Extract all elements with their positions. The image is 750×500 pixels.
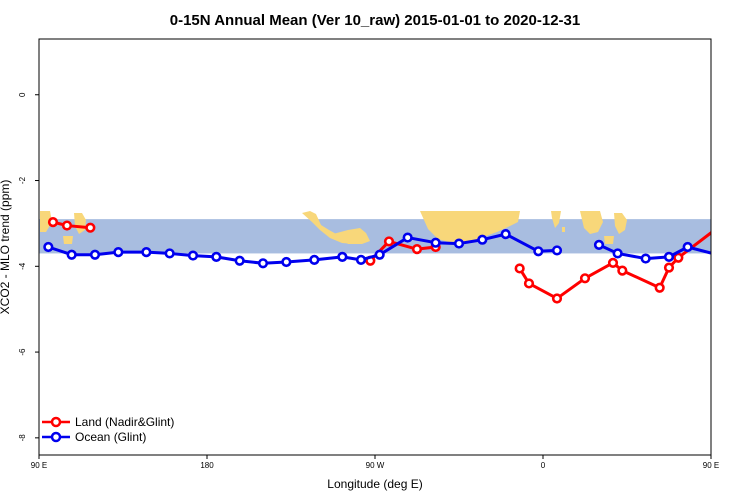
series-line-segment <box>47 232 558 265</box>
data-point <box>383 236 395 247</box>
x-axis: 90 E 180 90 W 0 90 E <box>31 455 719 470</box>
data-point <box>682 241 693 253</box>
legend-ocean-marker <box>50 431 62 443</box>
x-tick-label: 90 W <box>366 461 385 470</box>
land-shape-central-america <box>302 211 354 244</box>
data-point <box>617 265 628 276</box>
land-shape-africa <box>420 211 520 243</box>
continent-shapes <box>40 211 627 244</box>
data-point <box>721 218 729 226</box>
data-point <box>61 220 73 231</box>
data-point <box>430 237 441 248</box>
data-point <box>579 273 591 284</box>
series-line-segment <box>598 243 711 261</box>
chart-title: 0-15N Annual Mean (Ver 10_raw) 2015-01-0… <box>170 12 580 29</box>
data-point <box>234 255 245 266</box>
data-point <box>355 254 367 265</box>
land-shape-southeast-asia <box>580 211 603 234</box>
land-shape-sri-lanka <box>562 227 565 232</box>
data-point <box>453 238 465 249</box>
y-tick-label: -8 <box>18 434 27 442</box>
map-band <box>39 211 711 254</box>
data-point <box>187 250 199 261</box>
data-point <box>654 282 665 293</box>
data-point <box>551 245 563 256</box>
x-tick-label: 0 <box>541 461 546 470</box>
land-shape-south-america <box>333 228 370 244</box>
x-tick-label: 90 E <box>703 461 719 470</box>
data-point <box>607 257 619 268</box>
data-point <box>66 249 77 260</box>
data-point <box>710 252 711 257</box>
land-shape-india <box>551 211 561 228</box>
y-tick-label: 0 <box>18 92 27 97</box>
data-point <box>43 241 54 253</box>
land-shape-horn-of-africa <box>508 211 520 216</box>
data-point <box>337 251 348 262</box>
legend-ocean-label: Ocean (Glint) <box>75 430 146 444</box>
y-tick-label: -6 <box>18 348 27 356</box>
data-point <box>523 278 535 289</box>
data-point <box>281 256 292 268</box>
data-point <box>663 251 675 262</box>
y-tick-label: -2 <box>18 176 27 184</box>
y-axis-label: XCO2 - MLO trend (ppm) <box>0 180 12 315</box>
legend-land-marker <box>50 416 62 428</box>
land-shape-philippines-west <box>74 213 86 234</box>
x-axis-label: Longitude (deg E) <box>327 477 422 491</box>
land-shape-se-asia-west <box>40 211 52 232</box>
y-tick-label: -4 <box>18 262 27 270</box>
x-tick-label: 90 E <box>31 461 47 470</box>
data-point <box>211 251 222 262</box>
legend-land-label: Land (Nadir&Glint) <box>75 415 174 429</box>
data-point <box>309 254 320 265</box>
series-ocean <box>43 229 743 269</box>
data-point <box>164 248 175 259</box>
legend: Land (Nadir&Glint) Ocean (Glint) <box>42 415 174 444</box>
data-point <box>500 229 511 240</box>
series-layer <box>43 217 748 304</box>
data-point <box>673 252 684 263</box>
data-point <box>735 250 743 258</box>
data-point <box>551 293 563 304</box>
series-line-segment <box>518 230 711 300</box>
data-point <box>740 222 748 230</box>
data-point <box>47 217 59 228</box>
data-point <box>402 232 413 243</box>
data-point <box>612 248 623 259</box>
land-shape-philippines <box>614 213 627 234</box>
data-point <box>141 247 152 258</box>
data-point <box>257 258 269 269</box>
data-point <box>89 249 101 260</box>
x-tick-label: 180 <box>200 461 214 470</box>
data-point <box>477 234 488 245</box>
data-point <box>514 263 525 274</box>
y-axis: 0 -2 -4 -6 -8 <box>18 92 39 441</box>
land-shape-borneo <box>604 236 614 244</box>
data-point <box>113 247 124 258</box>
land-shape-borneo-west <box>63 236 73 244</box>
data-point <box>374 249 385 260</box>
data-point <box>593 239 605 250</box>
data-point <box>640 253 651 264</box>
data-point <box>533 246 544 257</box>
data-point <box>663 262 675 273</box>
data-point <box>85 222 96 233</box>
data-point <box>411 244 423 255</box>
